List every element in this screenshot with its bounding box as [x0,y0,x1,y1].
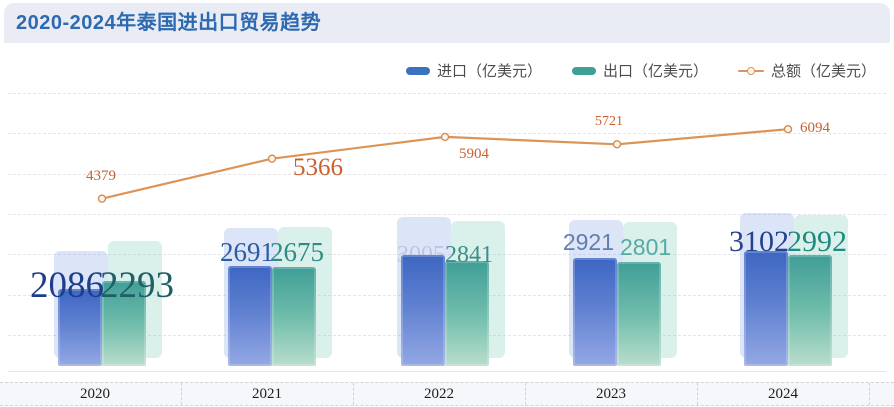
x-axis-label-2024: 2024 [768,386,798,402]
label-total-2020: 4379 [86,167,116,184]
label-export-2020: 2293 [100,265,174,306]
legend-item-import[interactable]: 进口（亿美元） [405,60,542,81]
bar-export-2021[interactable] [272,267,316,366]
bar-import-2020[interactable] [58,288,102,366]
x-axis-label-2020: 2020 [80,386,110,402]
axis-separator [181,383,182,405]
bar-export-2020[interactable] [102,281,146,366]
label-total-2022: 5904 [459,145,489,162]
gridline [8,93,886,94]
legend-item-total[interactable]: 总额（亿美元） [737,60,876,81]
bar-import-2021[interactable] [228,266,272,366]
bar-import-2023[interactable] [573,257,617,366]
x-axis-label-2022: 2022 [424,386,454,402]
gridline [8,133,886,134]
x-axis-label-2021: 2021 [252,386,282,402]
bar-export-2024[interactable] [788,255,832,366]
bar-export-2022[interactable] [445,260,489,366]
bar-import-2024[interactable] [744,251,788,366]
gridline [8,254,886,255]
axis-separator [525,383,526,405]
label-total-2024: 6094 [800,120,830,137]
x-axis-band: 2020 2021 2022 2023 2024 [0,382,894,406]
chart-title: 2020-2024年泰国进出口贸易趋势 [16,12,322,34]
plot-area: 2086229343792691267553663005284159042921… [0,43,894,407]
gridline [8,214,886,215]
label-export-2022: 2841 [445,242,493,268]
legend-item-export[interactable]: 出口（亿美元） [571,60,708,81]
import-swatch-icon [405,66,430,75]
label-export-2023: 2801 [620,234,672,260]
legend-label-export: 出口（亿美元） [602,63,708,80]
legend-label-import: 进口（亿美元） [436,63,542,80]
bar-export-2023[interactable] [617,262,661,366]
axis-separator [869,383,870,405]
label-export-2021: 2675 [270,237,324,267]
label-import-2020: 2086 [30,265,104,306]
axis-separator [353,383,354,405]
legend: 进口（亿美元） 出口（亿美元） 总额（亿美元） [405,60,876,81]
bar-import-2022[interactable] [401,254,445,366]
export-swatch-icon [571,66,596,75]
legend-label-total: 总额（亿美元） [770,63,876,80]
label-export-2024: 2992 [787,225,847,258]
x-axis-label-2023: 2023 [596,386,626,402]
axis-baseline [8,371,886,372]
label-total-2023: 5721 [595,114,623,130]
label-import-2021: 2691 [220,237,274,267]
label-import-2024: 3102 [729,225,789,258]
gridline [8,174,886,175]
label-import-2023: 2921 [562,229,614,255]
line-marker-icon [737,66,764,75]
label-total-2021: 5366 [293,153,343,181]
header-band: 2020-2024年泰国进出口贸易趋势 [4,3,890,43]
axis-separator [697,383,698,405]
